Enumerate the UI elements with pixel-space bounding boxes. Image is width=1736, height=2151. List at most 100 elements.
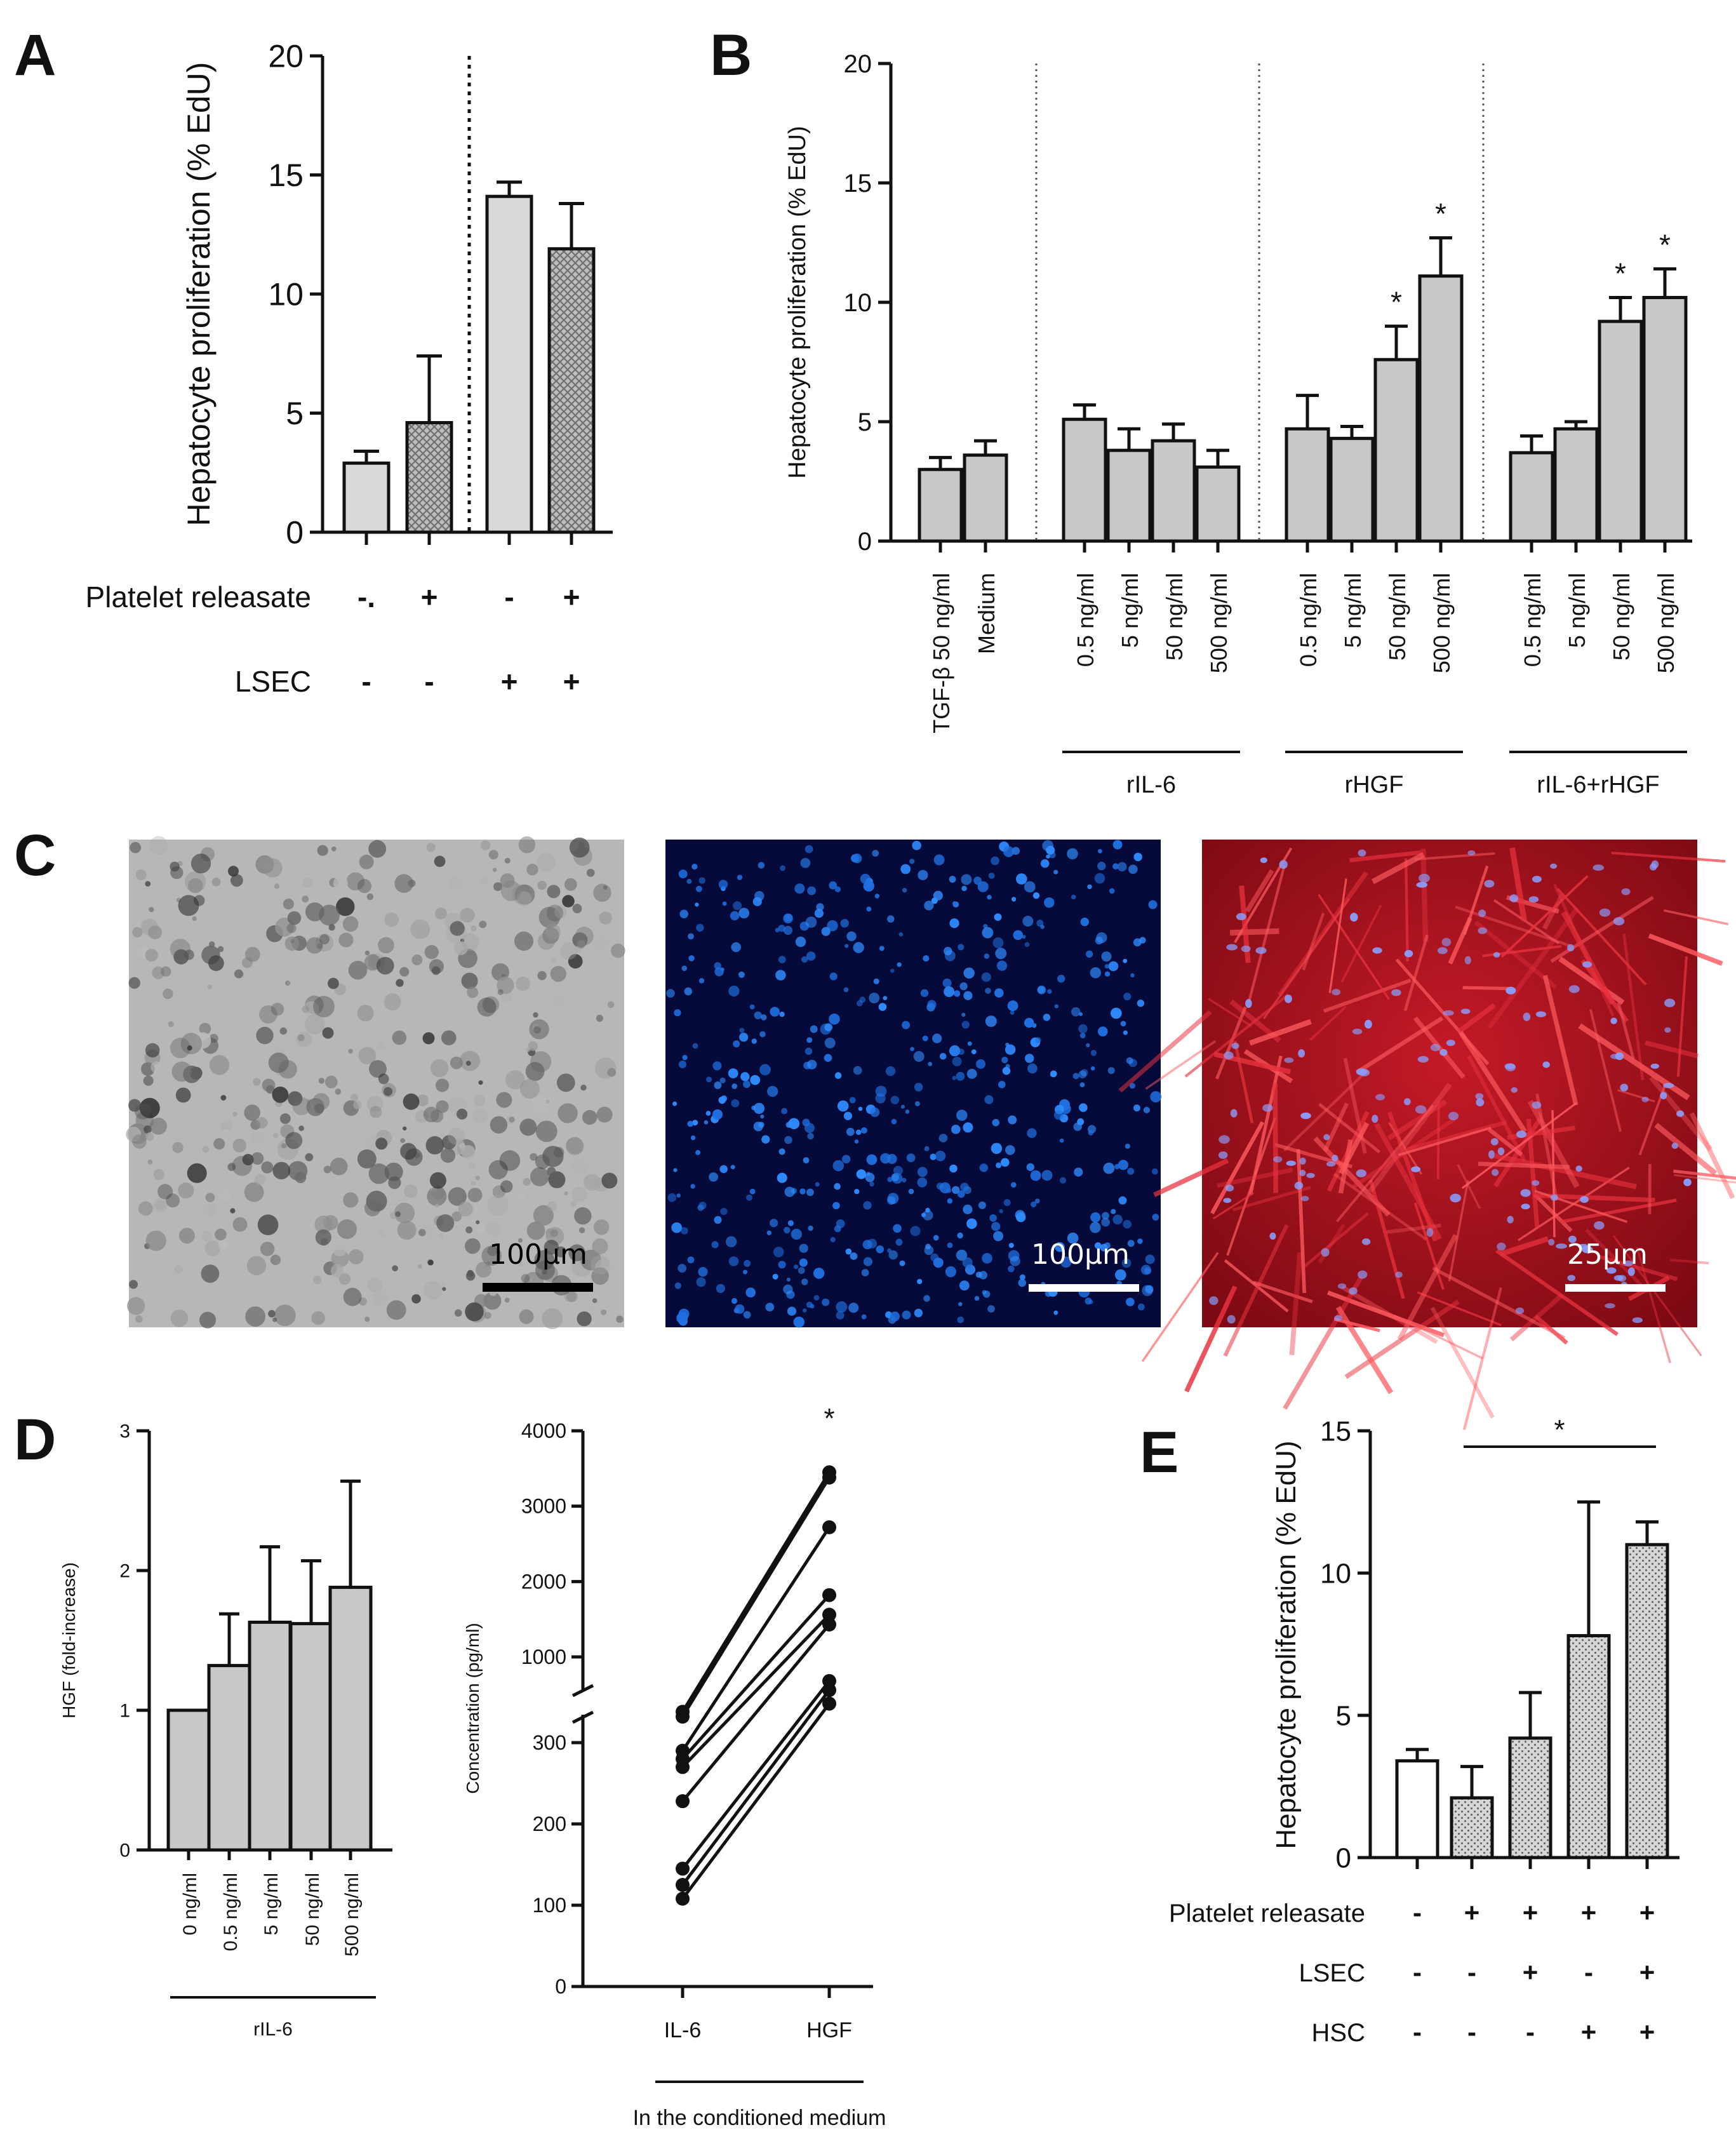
nucleus [967, 1041, 972, 1046]
bar [1151, 439, 1196, 543]
cell-texture [333, 876, 349, 891]
nucleus [922, 1035, 928, 1042]
cell-texture [480, 840, 491, 850]
actin-fiber [1645, 1040, 1699, 1059]
data-point-hgf [822, 1588, 836, 1602]
nucleus [900, 1104, 905, 1109]
nucleus [1227, 1315, 1236, 1324]
cell-texture [431, 966, 441, 975]
nucleus [1120, 1021, 1126, 1027]
actin-fiber [1212, 1192, 1255, 1220]
bar [207, 1664, 251, 1852]
nucleus [1542, 1061, 1550, 1068]
nucleus [855, 1129, 862, 1136]
cell-texture [399, 967, 410, 977]
nucleus [963, 1204, 973, 1214]
cell-texture [132, 927, 143, 937]
cell-texture [357, 1149, 377, 1169]
cell-texture [138, 1201, 153, 1216]
cell-texture [461, 933, 479, 951]
actin-fiber [1527, 1099, 1580, 1188]
nucleus [822, 1298, 830, 1306]
actin-fiber [1430, 1306, 1495, 1419]
cell-texture [199, 1311, 217, 1329]
nucleus [1521, 1203, 1530, 1210]
actin-fiber [1611, 851, 1726, 863]
nucleus [722, 901, 727, 906]
nucleus [945, 1266, 956, 1278]
actin-fiber [1636, 1247, 1671, 1364]
nucleus [1102, 1212, 1109, 1220]
nucleus [875, 1085, 887, 1097]
cell-texture [178, 895, 199, 916]
cell-texture [306, 937, 323, 954]
nucleus [1034, 1198, 1040, 1203]
nucleus [888, 1250, 898, 1260]
cell-texture [410, 919, 431, 939]
nucleus [1133, 852, 1142, 862]
condition-sign: + [1464, 1898, 1480, 1927]
nucleus [1520, 1189, 1531, 1197]
condition-sign: - [361, 665, 371, 698]
nucleus [1372, 1115, 1379, 1123]
y-tick-label: 15 [1320, 1416, 1351, 1447]
nucleus [1030, 1170, 1041, 1181]
cell-texture [616, 1315, 624, 1323]
nucleus [1623, 1260, 1634, 1266]
cell-texture [602, 1061, 611, 1070]
actin-fiber [1328, 878, 1347, 993]
nucleus [1025, 1054, 1034, 1063]
nucleus [1416, 881, 1427, 888]
nucleus [1606, 1267, 1617, 1274]
nucleus [1148, 900, 1158, 909]
cell-texture [178, 1183, 194, 1199]
cell-texture [482, 996, 500, 1014]
nucleus [1074, 1167, 1083, 1177]
nucleus [806, 1037, 813, 1043]
nucleus [1080, 917, 1090, 927]
nucleus [798, 1267, 805, 1274]
actin-fiber [1495, 1249, 1619, 1336]
cell-texture [564, 1191, 568, 1195]
nucleus [688, 933, 694, 940]
nucleus [939, 1053, 947, 1060]
nucleus [1055, 1242, 1065, 1252]
nucleus [783, 925, 793, 935]
cell-texture [476, 1261, 491, 1278]
actin-fiber [1369, 1179, 1405, 1299]
cell-texture [534, 1250, 555, 1271]
actin-fiber [1323, 978, 1412, 1013]
cell-texture [571, 1257, 592, 1277]
nucleus [976, 1059, 985, 1069]
nucleus [1130, 973, 1135, 978]
nucleus [1024, 881, 1036, 893]
cell-texture [526, 1221, 545, 1240]
nucleus [753, 1102, 765, 1115]
cell-texture [163, 988, 173, 1000]
cell-texture [359, 854, 374, 869]
nucleus [793, 1317, 805, 1328]
nucleus [902, 1177, 907, 1183]
nucleus [853, 1066, 862, 1075]
cell-texture [139, 1097, 160, 1118]
nucleus [933, 854, 945, 866]
nucleus [718, 880, 728, 889]
nucleus [1294, 1181, 1304, 1190]
cell-texture [451, 1211, 462, 1222]
nucleus [1332, 989, 1341, 996]
cell-texture [378, 1230, 385, 1237]
cell-texture [323, 1165, 331, 1174]
cell-texture [471, 925, 477, 932]
x-tick-label: 5 ng/ml [1117, 573, 1143, 648]
axis-break-mark [571, 1710, 594, 1724]
cell-texture [292, 1097, 311, 1115]
actin-fiber [1486, 907, 1579, 1029]
nucleus [1532, 876, 1542, 883]
actin-fiber [1654, 1122, 1718, 1176]
y-tick-label: 5 [1336, 1700, 1351, 1731]
cell-texture [582, 1109, 598, 1125]
nucleus [1008, 1115, 1017, 1125]
condition-row-label: Platelet releasate [1169, 1900, 1365, 1927]
cell-texture [351, 1094, 358, 1102]
nucleus [684, 987, 693, 996]
